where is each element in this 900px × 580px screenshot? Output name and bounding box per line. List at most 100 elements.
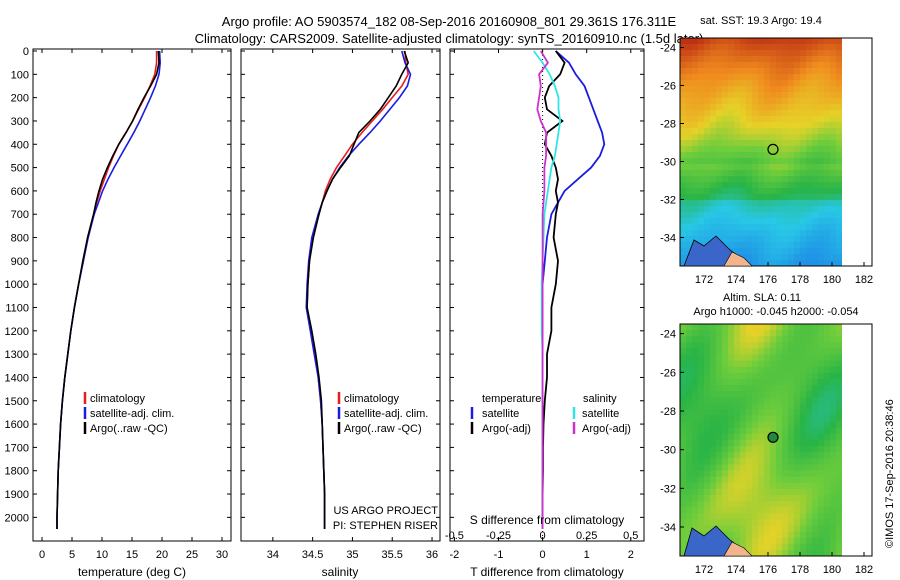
map-cell: [758, 146, 765, 153]
map-cell: [734, 446, 741, 453]
map-cell: [752, 482, 759, 490]
map-cell: [782, 212, 789, 219]
latitude-tick-label: -24: [660, 43, 676, 55]
map-cell: [752, 38, 759, 45]
map-cell: [686, 397, 693, 404]
map-cell: [716, 372, 723, 380]
map-cell: [734, 164, 741, 171]
map-cell: [770, 378, 777, 386]
map-cell: [800, 488, 807, 496]
map-cell: [800, 158, 807, 165]
map-cell: [764, 176, 771, 183]
map-cell: [698, 519, 705, 526]
map-cell: [800, 452, 807, 459]
map-cell: [818, 403, 825, 410]
map-cell: [830, 68, 837, 75]
map-cell: [740, 360, 747, 368]
map-cell: [782, 164, 789, 171]
map-cell: [686, 494, 693, 502]
map-cell: [758, 397, 765, 404]
map-cell: [710, 403, 717, 410]
map-cell: [728, 158, 735, 165]
map-cell: [776, 549, 783, 556]
map-cell: [746, 44, 753, 51]
map-cell: [806, 146, 813, 153]
map-cell: [710, 354, 717, 362]
map-cell: [782, 74, 789, 81]
map-cell: [686, 330, 693, 337]
map-cell: [836, 50, 842, 57]
map-cell: [710, 446, 717, 453]
map-cell: [770, 134, 777, 141]
map-cell: [740, 98, 747, 105]
map-cell: [812, 354, 819, 362]
map-cell: [734, 427, 741, 435]
temperature-tick-label: 20: [156, 549, 168, 561]
map-cell: [800, 446, 807, 453]
map-cell: [830, 464, 837, 471]
map-cell: [776, 128, 783, 135]
map-cell: [812, 330, 819, 337]
map-cell: [746, 494, 753, 502]
map-cell: [680, 74, 687, 81]
map-cell: [692, 421, 699, 429]
map-cell: [800, 110, 807, 117]
map-cell: [824, 324, 831, 331]
map-cell: [752, 519, 759, 526]
map-cell: [734, 80, 741, 87]
map-cell: [836, 152, 842, 159]
map-cell: [686, 476, 693, 484]
map-cell: [800, 44, 807, 51]
map-cell: [692, 134, 699, 141]
map-cell: [818, 152, 825, 159]
map-cell: [776, 68, 783, 75]
map-cell: [764, 519, 771, 526]
map-cell: [830, 248, 837, 255]
map-cell: [824, 452, 831, 459]
map-cell: [710, 409, 717, 416]
map-cell: [704, 397, 711, 404]
map-cell: [704, 488, 711, 496]
map-cell: [698, 62, 705, 69]
map-cell: [746, 482, 753, 490]
map-cell: [824, 164, 831, 171]
map-cell: [788, 324, 795, 331]
map-cell: [782, 366, 789, 374]
coastline-land-tan: [723, 251, 753, 267]
map-cell: [752, 152, 759, 159]
map-cell: [782, 549, 789, 556]
map-cell: [692, 330, 699, 337]
map-cell: [728, 206, 735, 213]
map-cell: [788, 348, 795, 355]
map-cell: [704, 134, 711, 141]
project-annotation: US ARGO PROJECT: [333, 505, 438, 517]
map-cell: [704, 360, 711, 368]
map-cell: [794, 482, 801, 490]
map-cell: [770, 549, 777, 556]
map-cell: [776, 421, 783, 429]
legend-label-t-satellite: satellite: [482, 408, 519, 420]
map-cell: [800, 482, 807, 490]
map-cell: [812, 464, 819, 471]
map-cell: [812, 537, 819, 545]
map-cell: [764, 56, 771, 63]
map-cell: [782, 194, 789, 201]
map-cell: [698, 170, 705, 177]
map-cell: [776, 452, 783, 459]
map-cell: [800, 92, 807, 99]
map-cell: [824, 44, 831, 51]
map-cell: [710, 476, 717, 484]
map-cell: [806, 482, 813, 490]
map-cell: [776, 110, 783, 117]
map-cell: [764, 494, 771, 502]
map-cell: [806, 128, 813, 135]
map-cell: [716, 44, 723, 51]
salinity-legend: climatology satellite-adj. clim. Argo(..…: [337, 392, 428, 435]
salinity-tick-label: 35.5: [382, 549, 403, 561]
map-cell: [716, 68, 723, 75]
map-cell: [704, 188, 711, 195]
map-cell: [680, 513, 687, 520]
map-cell: [794, 170, 801, 177]
map-cell: [722, 104, 729, 111]
map-cell: [812, 170, 819, 177]
